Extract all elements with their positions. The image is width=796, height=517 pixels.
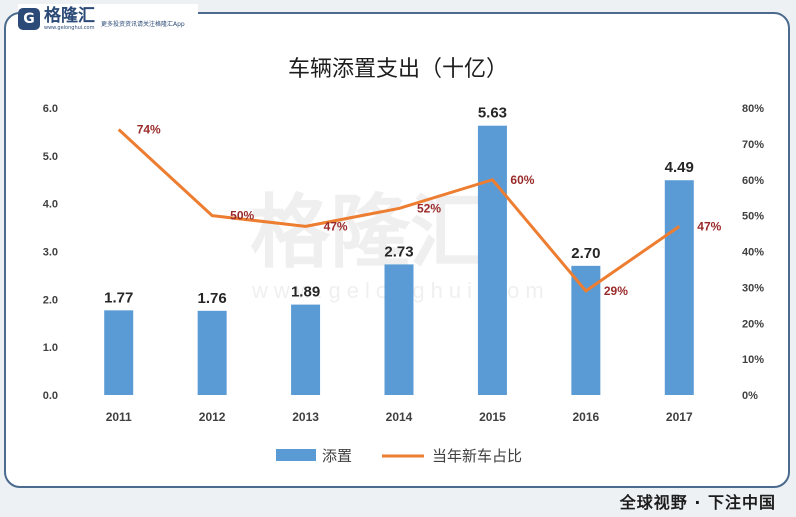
right-tick-label: 10% [742,354,764,366]
left-tick-label: 0.0 [43,390,58,402]
bar-series [104,125,694,395]
brand-name: 格隆汇 [44,5,95,26]
chart-frame [4,12,790,488]
bar-data-label: 1.76 [198,290,227,307]
left-tick-label: 4.0 [43,199,58,211]
line-path [117,128,681,293]
line-data-label: 47% [697,219,721,233]
bar [384,264,414,395]
watermark: 格隆汇 [250,186,490,279]
left-tick-label: 2.0 [43,294,58,306]
left-tick-label: 1.0 [43,342,58,354]
x-tick-label: 2011 [106,410,132,424]
x-axis: 2011 2012 2013 2014 2015 2016 2017 [106,410,693,424]
bar [104,310,134,395]
brand-url: www.gelonghui.com [44,24,95,31]
line-data-label: 29% [604,284,628,298]
logo-text: 格隆汇 www.gelonghui.com [44,5,95,31]
x-tick-label: 2014 [386,410,413,424]
right-tick-label: 50% [742,211,764,223]
right-tick-label: 20% [742,318,764,330]
right-tick-label: 30% [742,282,764,294]
bar [197,310,227,395]
left-axis: 0.0 1.0 2.0 3.0 4.0 5.0 6.0 [43,103,58,402]
x-tick-label: 2012 [199,410,226,424]
line-data-label: 50% [230,209,254,223]
x-tick-label: 2013 [292,410,319,424]
bar-data-label: 2.73 [384,243,413,260]
legend-label-bar: 添置 [322,447,352,465]
brand-slogan: 更多投资资讯请关注格隆汇App [101,20,185,28]
left-tick-label: 6.0 [43,103,58,115]
right-tick-label: 40% [742,247,764,259]
bar-data-label: 1.89 [291,284,320,301]
bar [291,304,321,395]
bar-data-label: 2.70 [571,245,600,262]
line-data-label: 60% [510,173,534,187]
left-tick-label: 5.0 [43,151,58,163]
x-tick-label: 2015 [479,410,506,424]
right-axis: 0% 10% 20% 30% 40% 50% 60% 70% 80% [742,103,764,402]
brand-logo: G 格隆汇 www.gelonghui.com 更多投资资讯请关注格隆汇App [18,4,198,34]
right-tick-label: 70% [742,139,764,151]
x-tick-label: 2016 [573,410,600,424]
logo-icon: G [18,8,40,30]
bar-data-label: 1.77 [104,289,133,306]
bar-data-label: 5.63 [478,105,507,122]
legend-label-line: 当年新车占比 [432,447,522,465]
bar [664,180,694,395]
line-data-label: 52% [417,201,441,215]
right-tick-label: 80% [742,103,764,115]
footer-slogan: 全球视野 · 下注中国 [619,493,776,512]
bar [571,265,601,395]
right-tick-label: 0% [742,390,758,402]
bar-labels: 1.77 1.76 1.89 2.73 5.63 2.70 4.49 [104,105,694,307]
left-tick-label: 3.0 [43,247,58,259]
chart-title: 车辆添置支出（十亿） [288,57,508,82]
line-data-label: 47% [324,219,348,233]
bar-data-label: 4.49 [665,159,694,176]
line-labels: 74% 50% 47% 52% 60% 29% 47% [137,123,722,298]
line-series [117,128,681,293]
legend: 添置 当年新车占比 [276,447,522,465]
line-data-label: 74% [137,123,161,137]
bar [477,125,507,395]
right-tick-label: 60% [742,175,764,187]
x-tick-label: 2017 [666,410,693,424]
legend-swatch-bar [276,449,316,461]
